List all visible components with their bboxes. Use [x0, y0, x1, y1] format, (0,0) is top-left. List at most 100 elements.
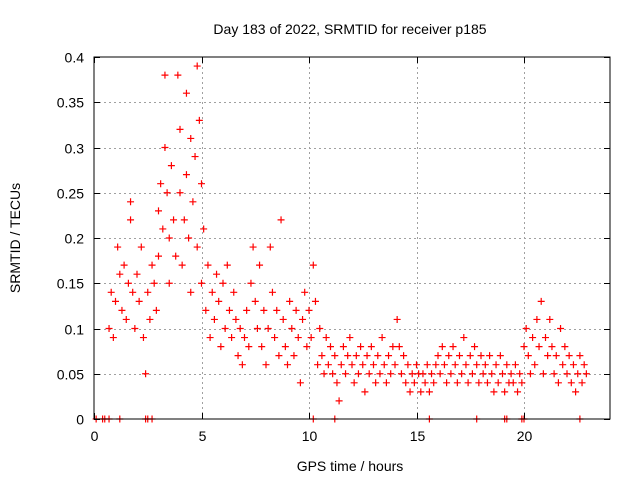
data-point: [503, 361, 511, 369]
data-point: [176, 125, 184, 133]
data-point: [290, 352, 298, 360]
data-point: [159, 225, 167, 233]
data-point: [421, 379, 429, 387]
data-point: [479, 370, 487, 378]
data-point: [225, 306, 233, 314]
data-point: [185, 234, 193, 242]
plot-frame: [93, 56, 611, 420]
data-point: [548, 343, 556, 351]
data-point: [127, 216, 135, 224]
data-point: [193, 62, 201, 70]
y-tick-label: 0.2: [65, 231, 85, 247]
data-point: [397, 370, 405, 378]
data-point: [524, 352, 532, 360]
data-point: [223, 261, 231, 269]
data-point: [260, 306, 268, 314]
data-point: [309, 261, 317, 269]
data-point: [419, 370, 427, 378]
data-point: [189, 198, 197, 206]
data-point: [294, 334, 302, 342]
data-point: [155, 207, 162, 215]
data-point: [337, 361, 345, 369]
data-point: [213, 270, 221, 278]
data-point: [365, 370, 373, 378]
data-point: [537, 297, 545, 305]
data-point: [423, 361, 431, 369]
data-point: [279, 315, 287, 323]
data-point: [434, 352, 442, 360]
data-point: [258, 343, 266, 351]
data-point: [539, 370, 547, 378]
data-point: [167, 162, 175, 170]
data-point: [408, 370, 416, 378]
data-point: [352, 352, 360, 360]
data-point: [238, 361, 246, 369]
data-point: [413, 361, 420, 369]
data-point: [533, 315, 541, 323]
data-point: [488, 370, 496, 378]
data-point: [176, 189, 184, 197]
data-point: [376, 370, 384, 378]
data-point: [443, 379, 451, 387]
data-point: [567, 379, 575, 387]
data-point: [580, 361, 588, 369]
y-tick-label: 0: [76, 412, 84, 428]
data-point: [187, 288, 195, 296]
data-point: [195, 116, 203, 124]
data-point: [277, 216, 285, 224]
data-point: [451, 361, 459, 369]
data-point: [544, 352, 552, 360]
data-point: [535, 343, 543, 351]
data-point: [206, 334, 214, 342]
data-point: [428, 370, 436, 378]
data-point: [324, 361, 332, 369]
data-point: [578, 379, 586, 387]
data-point: [531, 361, 539, 369]
y-tick-labels: 0 0.05 0.1 0.15 0.2 0.25 0.3 0.35 0.4: [57, 50, 84, 428]
y-tick-label: 0.15: [57, 276, 84, 292]
data-point: [410, 379, 418, 387]
data-point: [417, 388, 425, 396]
data-point: [460, 334, 468, 342]
data-point: [200, 225, 208, 233]
data-point: [215, 297, 223, 305]
data-point: [344, 352, 352, 360]
data-point: [367, 343, 375, 351]
data-point: [174, 71, 182, 79]
data-point: [542, 334, 549, 342]
data-point: [576, 352, 584, 360]
data-point: [314, 361, 322, 369]
x-tick-label: 5: [199, 428, 207, 444]
data-point: [582, 370, 590, 378]
data-point: [266, 243, 274, 251]
data-point: [172, 252, 180, 260]
data-point: [208, 288, 216, 296]
data-point: [268, 288, 276, 296]
data-point: [425, 388, 433, 396]
data-point: [391, 361, 399, 369]
data-point: [152, 306, 160, 314]
data-point: [202, 306, 210, 314]
data-point: [354, 370, 362, 378]
data-point: [331, 352, 339, 360]
data-point: [346, 334, 354, 342]
gridlines: [94, 57, 610, 419]
data-point: [292, 306, 300, 314]
data-point: [393, 315, 401, 323]
data-point: [131, 325, 139, 332]
data-point: [387, 370, 395, 378]
data-point: [163, 189, 171, 197]
data-point: [127, 198, 135, 206]
data-point: [361, 388, 369, 396]
data-point: [378, 334, 386, 342]
data-point: [187, 134, 195, 142]
data-point: [236, 325, 244, 332]
y-tick-label: 0.1: [65, 322, 85, 338]
data-point: [305, 306, 313, 314]
data-point: [234, 352, 242, 360]
data-point: [191, 153, 199, 161]
data-point: [182, 89, 190, 97]
data-point: [552, 352, 560, 360]
data-point: [458, 370, 466, 378]
data-point: [522, 325, 530, 332]
